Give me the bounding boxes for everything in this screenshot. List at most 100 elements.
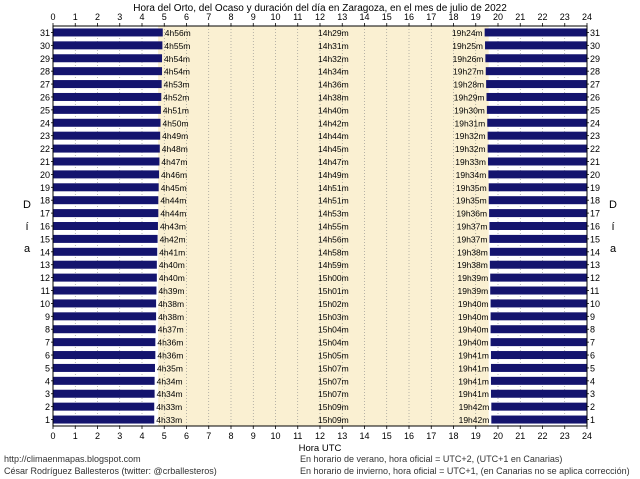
x-tick-label-top: 23 <box>560 12 570 22</box>
x-tick-label-top: 7 <box>206 12 211 22</box>
sunrise-label: 4h47m <box>161 157 187 167</box>
night-bar-morning <box>53 67 163 76</box>
y-tick-label-right: 12 <box>590 273 600 283</box>
day-length-label: 15h09m <box>318 415 349 425</box>
night-bar-morning <box>53 170 160 179</box>
x-tick-label-top: 20 <box>493 12 503 22</box>
y-tick-label: 17 <box>40 209 50 219</box>
night-bar-evening <box>487 144 587 153</box>
sunrise-label: 4h34m <box>157 376 183 386</box>
night-bar-morning <box>53 209 159 218</box>
night-bar-morning <box>53 338 156 347</box>
y-tick-label-right: 16 <box>590 222 600 232</box>
night-bar-morning <box>53 80 162 89</box>
x-tick-label-bottom: 8 <box>228 431 233 441</box>
night-bar-morning <box>53 363 155 372</box>
sunset-label: 19h39m <box>457 273 488 283</box>
day-length-label: 15h02m <box>318 299 349 309</box>
author-credit: César Rodríguez Ballesteros (twitter: @c… <box>4 466 217 476</box>
sunset-label: 19h41m <box>458 389 489 399</box>
y-tick-label-right: 30 <box>590 41 600 51</box>
sunset-label: 19h40m <box>458 338 489 348</box>
night-bar-morning <box>53 286 157 295</box>
y-tick-label-right: 17 <box>590 209 600 219</box>
x-tick-label-top: 21 <box>515 12 525 22</box>
day-length-label: 14h58m <box>318 247 349 257</box>
sunrise-label: 4h34m <box>157 389 183 399</box>
sunset-label: 19h40m <box>458 299 489 309</box>
y-tick-label: 1 <box>45 415 50 425</box>
y-tick-label: 22 <box>40 144 50 154</box>
y-tick-label-right: 2 <box>590 402 595 412</box>
night-bar-evening <box>488 183 587 192</box>
sunset-label: 19h32m <box>455 131 486 141</box>
sunrise-label: 4h41m <box>159 247 185 257</box>
day-length-label: 14h32m <box>318 54 349 64</box>
night-bar-morning <box>53 131 161 140</box>
y-tick-label: 30 <box>40 41 50 51</box>
sunrise-label: 4h35m <box>157 363 183 373</box>
chart-title: Hora del Orto, del Ocaso y duración del … <box>133 3 507 14</box>
night-bar-evening <box>485 54 587 63</box>
x-tick-label-top: 17 <box>426 12 436 22</box>
night-bar-evening <box>486 80 587 89</box>
x-tick-label-bottom: 20 <box>493 431 503 441</box>
x-tick-label-bottom: 13 <box>337 431 347 441</box>
night-bar-evening <box>490 363 587 372</box>
x-tick-label-top: 14 <box>359 12 369 22</box>
y-tick-label-right: 27 <box>590 80 600 90</box>
night-bar-evening <box>486 105 587 114</box>
day-length-label: 14h47m <box>318 157 349 167</box>
night-bar-evening <box>488 196 587 205</box>
night-bar-evening <box>489 234 587 243</box>
x-tick-label-top: 15 <box>382 12 392 22</box>
day-length-label: 15h03m <box>318 312 349 322</box>
night-bar-evening <box>485 41 587 50</box>
night-bar-evening <box>489 222 587 230</box>
x-tick-label-bottom: 10 <box>270 431 280 441</box>
sunrise-label: 4h33m <box>156 415 182 425</box>
sunset-label: 19h38m <box>457 260 488 270</box>
day-length-label: 14h31m <box>318 41 349 51</box>
night-bar-evening <box>487 131 587 140</box>
night-bar-evening <box>484 28 587 37</box>
x-tick-label-bottom: 21 <box>515 431 525 441</box>
night-bar-morning <box>53 415 155 424</box>
sunrise-label: 4h51m <box>163 105 189 115</box>
x-tick-label-bottom: 16 <box>404 431 414 441</box>
x-tick-label-top: 5 <box>162 12 167 22</box>
sunset-label: 19h42m <box>459 402 490 412</box>
x-tick-label-top: 2 <box>95 12 100 22</box>
night-bar-evening <box>490 351 587 360</box>
y-tick-label-right: 26 <box>590 92 600 102</box>
y-tick-label-right: 29 <box>590 54 600 64</box>
y-tick-label-right: 25 <box>590 105 600 115</box>
y-tick-label: 31 <box>40 28 50 38</box>
sunrise-label: 4h49m <box>162 131 188 141</box>
sunrise-label: 4h42m <box>160 234 186 244</box>
night-bar-evening <box>488 170 587 179</box>
x-tick-label-bottom: 24 <box>582 431 592 441</box>
y-tick-label: 13 <box>40 260 50 270</box>
day-length-label: 15h07m <box>318 376 349 386</box>
night-bar-evening <box>490 338 587 347</box>
sunrise-label: 4h45m <box>161 183 187 193</box>
night-bar-morning <box>53 260 157 269</box>
day-length-label: 15h05m <box>318 351 349 361</box>
sunrise-label: 4h40m <box>159 273 185 283</box>
x-tick-label-bottom: 22 <box>537 431 547 441</box>
day-length-label: 14h29m <box>318 28 349 38</box>
sunrise-label: 4h54m <box>164 54 190 64</box>
y-tick-label: 7 <box>45 338 50 348</box>
night-bar-evening <box>486 92 587 101</box>
day-length-label: 14h51m <box>318 183 349 193</box>
x-tick-label-top: 9 <box>251 12 256 22</box>
x-tick-label-bottom: 14 <box>359 431 369 441</box>
y-tick-label-right: 6 <box>590 351 595 361</box>
sunset-label: 19h40m <box>458 312 489 322</box>
y-tick-label-right: 3 <box>590 389 595 399</box>
y-tick-label: 20 <box>40 170 50 180</box>
sunrise-label: 4h40m <box>159 260 185 270</box>
x-tick-label-bottom: 23 <box>560 431 570 441</box>
x-tick-label-bottom: 15 <box>382 431 392 441</box>
